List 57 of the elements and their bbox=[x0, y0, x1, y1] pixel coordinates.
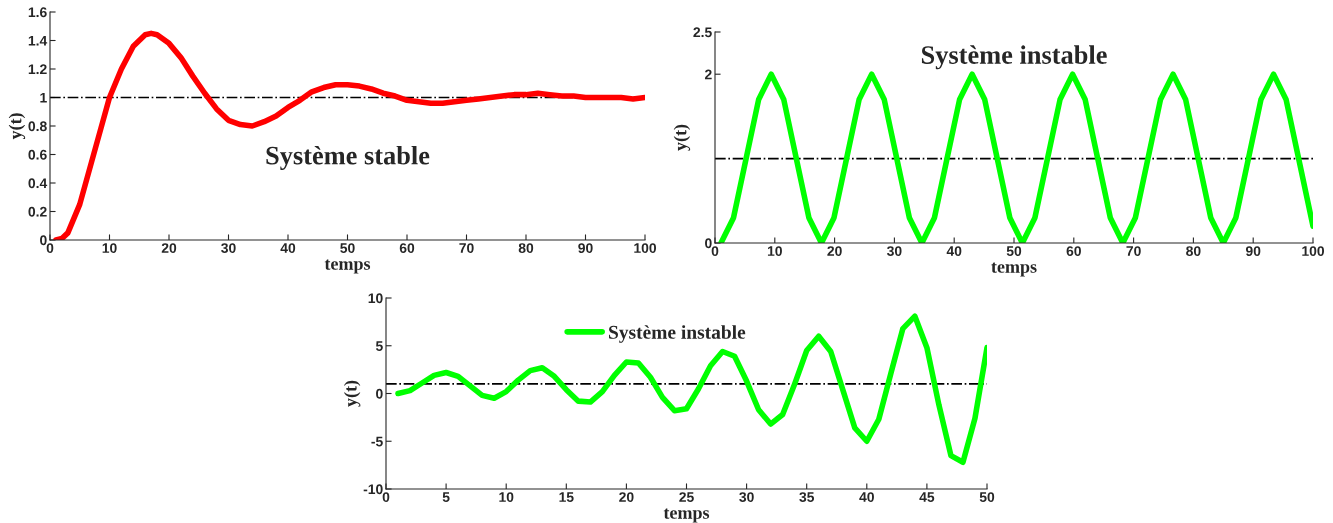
x-axis-title: temps bbox=[324, 259, 371, 274]
x-axis-title: temps bbox=[663, 508, 710, 523]
x-tick-label: 40 bbox=[280, 243, 296, 253]
y-tick-label: 2 bbox=[704, 69, 712, 80]
y-tick-label: 10 bbox=[368, 293, 383, 304]
text: Système stable bbox=[266, 145, 430, 170]
legend-label: Système instable bbox=[609, 325, 746, 343]
y-axis-title: y(t) bbox=[673, 124, 691, 151]
x-axis-title: temps bbox=[991, 262, 1037, 277]
x-tick-label: 10 bbox=[102, 243, 117, 253]
x-tick-label: 60 bbox=[1066, 246, 1081, 256]
x-tick-label: 100 bbox=[634, 243, 657, 253]
y-tick-label: 0.4 bbox=[28, 178, 48, 189]
y-tick-label: 1.2 bbox=[28, 64, 47, 75]
x-tick-label: 20 bbox=[827, 246, 842, 256]
x-tick-label: 35 bbox=[799, 492, 815, 502]
x-tick-label: 20 bbox=[619, 492, 634, 502]
x-tick-label: 20 bbox=[161, 243, 177, 253]
y-tick-label: 1.6 bbox=[28, 7, 47, 18]
y-tick-label: 5 bbox=[375, 341, 383, 351]
x-tick-label: 50 bbox=[340, 243, 355, 253]
chart-title: Système instable bbox=[921, 45, 1107, 70]
y-tick-label: -10 bbox=[363, 484, 383, 495]
y-tick-label: 0 bbox=[40, 235, 47, 246]
x-tick-label: 80 bbox=[518, 243, 534, 253]
y-tick-label: 0.8 bbox=[28, 121, 47, 132]
y-axis-title: y(t) bbox=[8, 113, 26, 140]
x-tick-label: 10 bbox=[767, 246, 782, 256]
x-tick-label: 30 bbox=[221, 243, 236, 253]
x-tick-label: 45 bbox=[919, 492, 935, 502]
x-tick-label: 70 bbox=[459, 243, 474, 253]
x-tick-label: 50 bbox=[979, 492, 995, 502]
x-tick-label: 10 bbox=[499, 492, 514, 502]
y-tick-label: -5 bbox=[371, 436, 383, 447]
x-tick-label: 30 bbox=[739, 492, 754, 502]
x-tick-label: 70 bbox=[1126, 246, 1141, 256]
x-tick-label: 90 bbox=[1245, 246, 1261, 256]
y-tick-label: 2.5 bbox=[693, 27, 712, 38]
x-tick-label: 60 bbox=[399, 243, 415, 253]
x-tick-label: 0 bbox=[382, 492, 390, 502]
x-tick-label: 40 bbox=[859, 492, 874, 502]
y-tick-label: 0.2 bbox=[28, 206, 47, 217]
x-tick-label: 40 bbox=[946, 246, 962, 256]
x-tick-label: 90 bbox=[578, 243, 593, 253]
y-tick-label: 0.6 bbox=[28, 149, 47, 160]
y-tick-label: 1 bbox=[40, 92, 47, 103]
x-tick-label: 100 bbox=[1302, 246, 1325, 256]
x-tick-label: 80 bbox=[1186, 246, 1201, 256]
x-tick-label: 15 bbox=[559, 492, 574, 502]
x-tick-label: 25 bbox=[679, 492, 694, 502]
y-axis-title: y(t) bbox=[343, 380, 361, 407]
y-tick-label: 0 bbox=[376, 388, 383, 399]
x-tick-label: 5 bbox=[442, 492, 450, 502]
x-tick-label: 0 bbox=[711, 246, 719, 256]
x-tick-label: 30 bbox=[887, 246, 902, 256]
x-tick-label: 50 bbox=[1006, 246, 1022, 256]
y-tick-label: 1.4 bbox=[28, 35, 48, 46]
